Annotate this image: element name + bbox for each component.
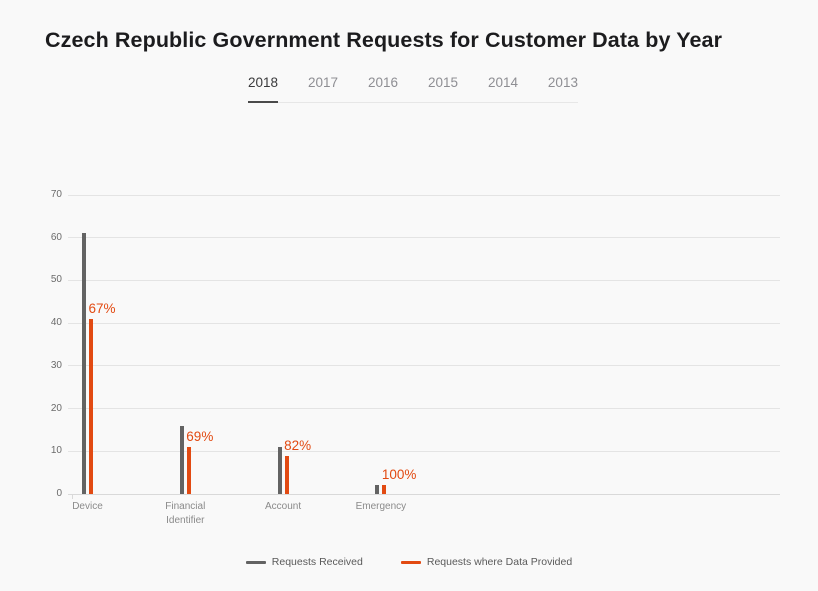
bar-data-provided (89, 318, 93, 494)
y-axis-label: 20 (50, 402, 62, 414)
legend: Requests Received Requests where Data Pr… (0, 556, 818, 568)
bar-data-provided (382, 485, 387, 494)
bar-requests-received (179, 425, 184, 494)
y-axis-label: 30 (50, 359, 62, 371)
y-axis-label: 0 (56, 488, 62, 499)
page-title: Czech Republic Government Requests for C… (45, 28, 723, 52)
legend-swatch-data-provided (400, 560, 421, 564)
gridline (68, 237, 780, 239)
gridline (68, 408, 780, 410)
legend-label-data-provided: Requests where Data Provided (426, 556, 573, 568)
legend-swatch-requests-received (245, 560, 266, 564)
y-axis-label: 50 (50, 274, 62, 286)
legend-label-requests-received: Requests Received (271, 556, 363, 568)
tab-2018[interactable]: 2018 (248, 75, 279, 103)
gridline (68, 194, 780, 196)
bar-requests-received (375, 485, 380, 494)
tab-2014[interactable]: 2014 (487, 75, 518, 90)
bar-requests-received (82, 233, 86, 494)
y-axis-label: 70 (50, 189, 62, 200)
bar-data-provided (284, 455, 289, 494)
tab-2017[interactable]: 2017 (307, 75, 339, 90)
bar-requests-received (277, 447, 282, 494)
gridline (68, 322, 780, 324)
tab-2015[interactable]: 2015 (427, 75, 458, 90)
tab-2016[interactable]: 2016 (367, 75, 399, 90)
gridline (68, 493, 780, 495)
y-axis-label: 60 (50, 231, 62, 243)
year-tabs: 2018 2017 2016 2015 2014 2013 (248, 75, 578, 103)
x-axis-tick (72, 494, 73, 499)
legend-item-requests-received: Requests Received (245, 556, 363, 568)
percent-label: 82% (284, 437, 312, 453)
plot-area: 0 10 20 30 40 50 60 70 67% Device 69% Financial Ide… (51, 189, 780, 526)
tab-2013[interactable]: 2013 (547, 75, 578, 90)
gridline (68, 450, 780, 452)
category-label: Financial Identifier (165, 501, 206, 526)
gridline (68, 279, 780, 281)
percent-label: 69% (186, 429, 214, 445)
legend-item-data-provided: Requests where Data Provided (400, 556, 573, 568)
category-label: Device (72, 501, 103, 512)
percent-label: 67% (88, 300, 116, 316)
gridline (68, 365, 780, 367)
y-axis-label: 40 (50, 317, 62, 329)
y-axis-label: 10 (50, 445, 62, 457)
bar-data-provided (186, 447, 191, 494)
percent-label: 100% (381, 467, 417, 483)
category-label: Emergency (355, 501, 407, 512)
category-label: Account (265, 501, 302, 512)
